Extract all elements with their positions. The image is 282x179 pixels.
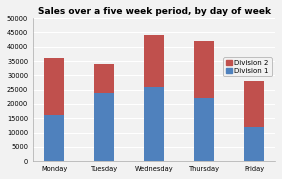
Title: Sales over a five week period, by day of week: Sales over a five week period, by day of… <box>38 7 270 16</box>
Bar <box>194 98 214 161</box>
Bar <box>44 58 64 115</box>
Bar <box>144 35 164 87</box>
Bar <box>244 127 264 161</box>
Bar <box>94 93 114 161</box>
Legend: Division 2, Division 1: Division 2, Division 1 <box>223 57 272 76</box>
Bar <box>94 64 114 93</box>
Bar <box>194 41 214 98</box>
Bar <box>244 81 264 127</box>
Bar <box>44 115 64 161</box>
Bar <box>144 87 164 161</box>
